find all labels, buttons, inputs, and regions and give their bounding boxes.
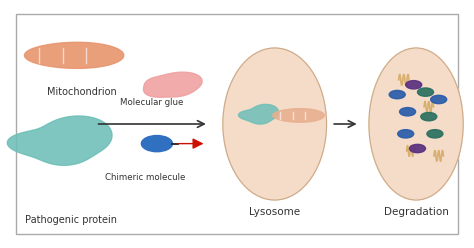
Text: Lysosome: Lysosome [249,207,300,217]
Circle shape [421,113,437,121]
Circle shape [400,108,416,116]
Circle shape [141,135,173,152]
Text: Mitochondrion: Mitochondrion [46,87,117,97]
Circle shape [389,91,405,99]
Text: Chimeric molecule: Chimeric molecule [105,173,185,182]
Circle shape [431,95,447,104]
Text: Pathogenic protein: Pathogenic protein [25,215,117,224]
Polygon shape [25,42,124,68]
Circle shape [398,130,414,138]
Circle shape [427,130,443,138]
Circle shape [406,81,422,89]
Polygon shape [238,104,278,124]
Polygon shape [7,116,112,165]
Circle shape [410,144,426,153]
Polygon shape [144,72,202,97]
Text: Molecular glue: Molecular glue [120,98,184,107]
Ellipse shape [369,48,463,200]
Text: Degradation: Degradation [383,207,448,217]
Polygon shape [273,109,324,122]
Ellipse shape [223,48,327,200]
Circle shape [418,88,434,96]
